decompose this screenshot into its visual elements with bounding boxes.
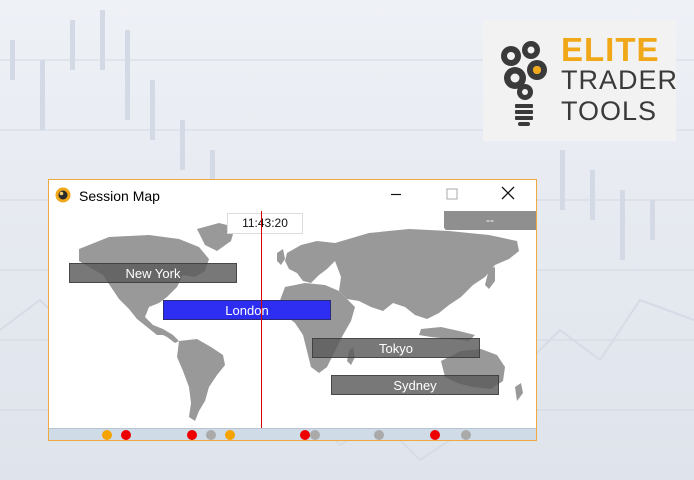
session-bar-new-york[interactable]: New York [69, 263, 237, 283]
maximize-button[interactable] [429, 180, 475, 211]
close-button[interactable] [485, 180, 531, 211]
title-bar[interactable]: Session Map [49, 180, 536, 211]
timeline-marker[interactable] [225, 430, 235, 440]
event-timeline [49, 428, 536, 440]
timeline-marker[interactable] [461, 430, 471, 440]
current-time: 11:43:20 [227, 213, 303, 234]
app-icon [55, 187, 71, 203]
settings-dash-button[interactable]: -- [444, 211, 536, 230]
window-title: Session Map [79, 188, 160, 204]
minimize-button[interactable] [373, 180, 419, 211]
session-label: Sydney [393, 378, 437, 393]
timeline-marker[interactable] [310, 430, 320, 440]
timeline-marker[interactable] [300, 430, 310, 440]
session-label: London [225, 303, 269, 318]
timeline-marker[interactable] [121, 430, 131, 440]
logo-line-trader: TRADER [561, 65, 679, 95]
elite-trader-tools-logo: ELITE TRADER TOOLS [483, 20, 679, 141]
maximize-icon [446, 188, 458, 200]
logo-line-tools: TOOLS [561, 96, 658, 126]
session-map-window: Session Map [48, 179, 537, 441]
lightbulb-gears-icon [501, 41, 547, 126]
logo-line-elite: ELITE [561, 31, 660, 68]
session-label: Tokyo [379, 341, 413, 356]
minimize-icon [391, 193, 401, 196]
timeline-marker[interactable] [430, 430, 440, 440]
session-bar-tokyo[interactable]: Tokyo [312, 338, 480, 358]
session-label: New York [125, 266, 181, 281]
timeline-marker[interactable] [206, 430, 216, 440]
world-map [79, 223, 523, 421]
session-bar-london[interactable]: London [163, 300, 331, 320]
timeline-marker[interactable] [102, 430, 112, 440]
current-time-line [261, 211, 262, 440]
session-bar-sydney[interactable]: Sydney [331, 375, 499, 395]
timeline-marker[interactable] [374, 430, 384, 440]
timeline-marker[interactable] [187, 430, 197, 440]
session-map-area: 11:43:20 -- New York London Tokyo Sydney [49, 211, 536, 440]
close-icon [501, 186, 515, 200]
